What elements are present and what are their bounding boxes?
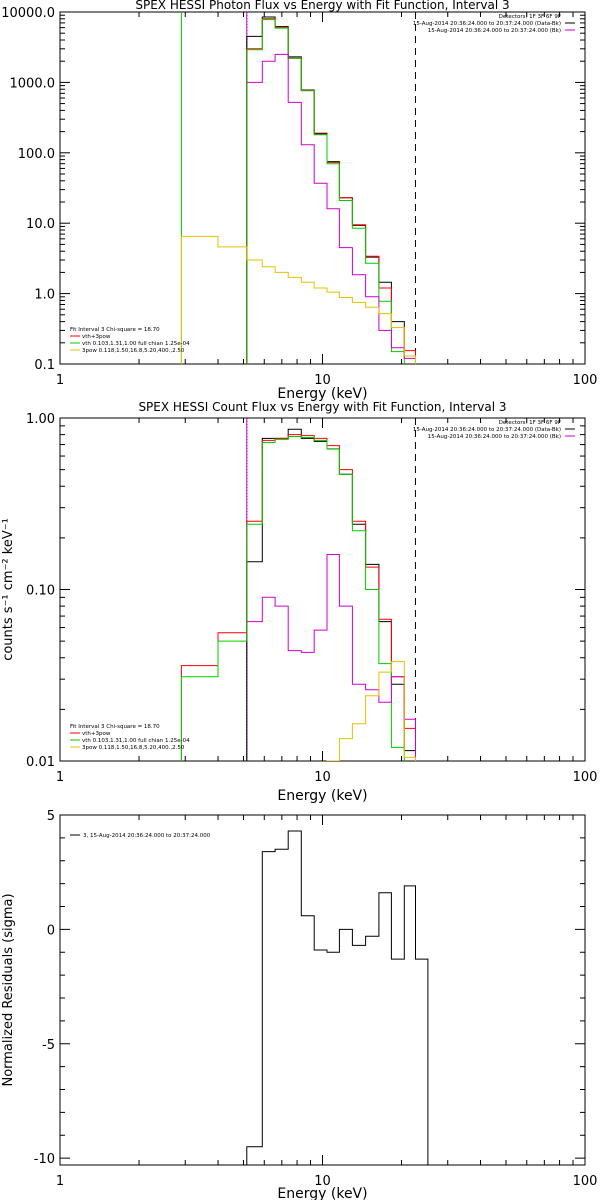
series-group bbox=[246, 830, 429, 1165]
spectrum-series bbox=[180, 235, 416, 364]
y-tick-label: -5 bbox=[42, 1038, 55, 1053]
chart-panel-3: 1 10 100 -10 -5 0 5 Energy (keV) Normalized Resi… bbox=[1, 809, 597, 1200]
x-tick-label: 100 bbox=[573, 373, 598, 388]
spectrum-series bbox=[246, 19, 405, 364]
y-tick-label: 1000.0 bbox=[10, 76, 56, 91]
y-tick-label: 0.01 bbox=[26, 755, 55, 770]
y-axis-label: Normalized Residuals (sigma) bbox=[1, 893, 16, 1086]
header-text: Detectors: 1F 3F 6F 9F bbox=[499, 420, 561, 426]
plot-frame bbox=[59, 417, 586, 762]
x-tick-label: 1 bbox=[56, 770, 64, 785]
fit-info-text: 3pow 0.118,1.50,16.8,5.20,400.,2.50 bbox=[82, 745, 185, 751]
spectrum-series bbox=[246, 428, 416, 761]
fit-info-text: 3pow 0.118,1.50,16.8,5.20,400.,2.50 bbox=[82, 348, 185, 354]
x-tick-label: 100 bbox=[573, 1174, 598, 1189]
spectrum-series bbox=[246, 53, 416, 359]
x-tick-label: 100 bbox=[573, 770, 598, 785]
y-tick-label: 10.0 bbox=[26, 217, 55, 232]
spectrum-series bbox=[180, 434, 416, 761]
y-tick-label: 0 bbox=[47, 923, 55, 938]
y-axis-label: counts s⁻¹ cm⁻² keV⁻¹ bbox=[1, 518, 16, 661]
fit-info-text: vth 0.103,1.31,1.00 full chian 1.25e-04 bbox=[82, 738, 190, 744]
series-group bbox=[180, 418, 416, 761]
header-text: 15-Aug-2014 20:36:24.000 to 20:37:24.000… bbox=[428, 434, 561, 440]
header-text: Detectors: 1F 3F 6F 9F bbox=[499, 14, 561, 20]
y-tick-label: 0.10 bbox=[26, 584, 55, 599]
y-tick-label: 1.00 bbox=[26, 412, 55, 427]
fit-info-text: Fit Interval 3 Chi-square = 18.70 bbox=[70, 724, 160, 730]
series-group bbox=[180, 12, 416, 364]
x-axis-label: Energy (keV) bbox=[277, 788, 367, 804]
y-tick-label: 10000.0 bbox=[1, 6, 55, 21]
y-tick-label: -10 bbox=[34, 1152, 55, 1167]
x-tick-label: 10 bbox=[314, 1174, 331, 1189]
header-text: 15-Aug-2014 20:36:24.000 to 20:37:24.000… bbox=[413, 427, 561, 433]
x-tick-label: 10 bbox=[314, 770, 331, 785]
chart-panel-2: 1 10 100 0.01 0.10 1.00 SPEX HESSI Count Flux … bbox=[1, 400, 598, 804]
header-text: 15-Aug-2014 20:36:24.000 to 20:37:24.000… bbox=[413, 21, 561, 27]
spectrum-series bbox=[246, 554, 416, 761]
fit-info-text: vth 0.103,1.31,1.00 full chian 1.25e-04 bbox=[82, 341, 190, 347]
y-tick-label: 0.1 bbox=[34, 358, 55, 373]
y-tick-label: 5 bbox=[47, 809, 55, 824]
legend-text: 3, 15-Aug-2014 20:36:24.000 to 20:37:24.… bbox=[83, 833, 211, 839]
spectrum-series bbox=[246, 830, 429, 1165]
fit-info-text: vth+3pow bbox=[82, 334, 111, 340]
chart-panel-1: 1 10 100 0.1 1.0 10.0 100.0 1000.0 10000.0 SPEX H… bbox=[1, 0, 597, 402]
y-tick-label: 100.0 bbox=[18, 147, 55, 162]
x-axis-label: Energy (keV) bbox=[277, 1186, 367, 1200]
spectrum-series bbox=[180, 436, 405, 761]
spectrum-series bbox=[326, 661, 416, 761]
fit-info-text: vth+3pow bbox=[82, 731, 111, 737]
x-tick-label: 10 bbox=[314, 373, 331, 388]
x-tick-label: 1 bbox=[56, 1174, 64, 1189]
x-axis-label: Energy (keV) bbox=[277, 386, 367, 402]
plot-frame bbox=[59, 814, 586, 1166]
fit-info-text: Fit Interval 3 Chi-square = 18.70 bbox=[70, 327, 160, 333]
chart-title: SPEX HESSI Count Flux vs Energy with Fit… bbox=[138, 400, 506, 414]
plot-frame bbox=[59, 11, 586, 365]
x-tick-label: 1 bbox=[56, 373, 64, 388]
y-tick-label: 1.0 bbox=[34, 288, 55, 303]
chart-title: SPEX HESSI Photon Flux vs Energy with Fi… bbox=[135, 0, 509, 12]
header-text: 15-Aug-2014 20:36:24.000 to 20:37:24.000… bbox=[428, 28, 561, 34]
